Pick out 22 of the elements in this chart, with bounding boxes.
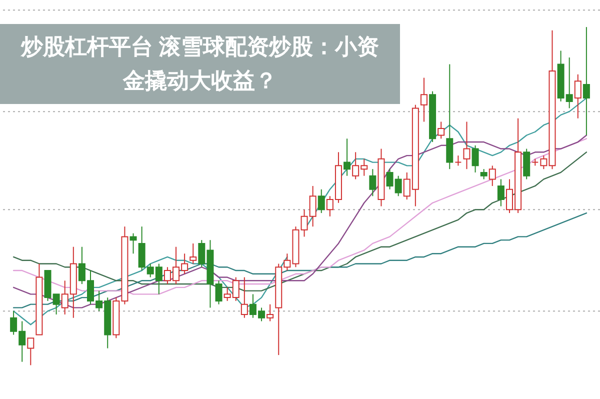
candlestick xyxy=(266,304,274,322)
candlestick xyxy=(454,155,462,166)
candlestick xyxy=(190,242,197,264)
candlestick xyxy=(369,168,376,197)
candlestick xyxy=(420,77,428,122)
text: 炒股杠杆平台 滚雪球配资炒股：小资金撬动大收益？ xyxy=(20,33,380,95)
candlestick xyxy=(497,178,504,207)
candlestick xyxy=(574,74,582,119)
candlestick xyxy=(240,276,248,318)
candlestick xyxy=(438,121,445,140)
candlestick xyxy=(582,26,590,136)
candlestick xyxy=(446,64,454,170)
candlestick xyxy=(344,138,351,176)
candlestick xyxy=(27,338,34,366)
candlestick xyxy=(480,168,488,180)
candlestick xyxy=(472,144,479,173)
candlestick xyxy=(523,148,530,180)
candlestick xyxy=(463,121,470,170)
candlestick xyxy=(318,188,325,214)
candlestick xyxy=(488,165,496,186)
candlestick xyxy=(130,232,137,254)
candlestick xyxy=(215,280,222,305)
